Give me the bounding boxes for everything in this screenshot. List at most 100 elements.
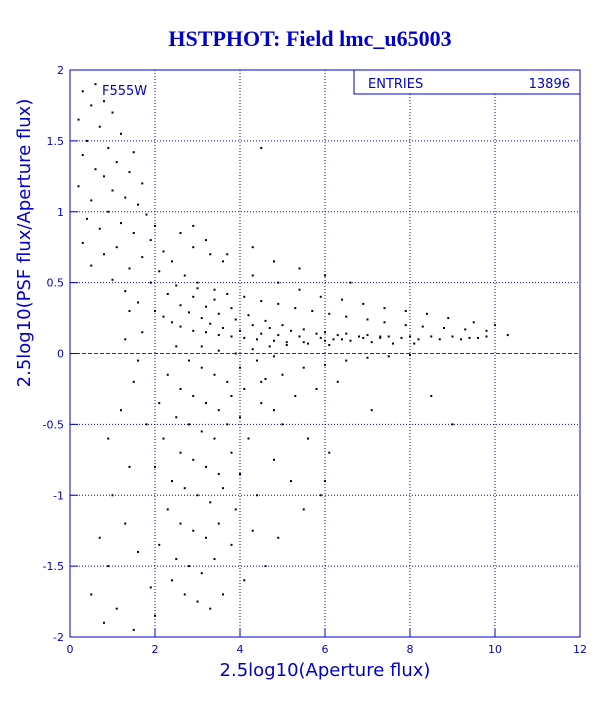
- data-point: [290, 329, 292, 332]
- data-point: [132, 628, 135, 631]
- data-point: [324, 274, 326, 277]
- data-point: [358, 335, 360, 338]
- data-point: [366, 318, 369, 321]
- data-point: [103, 175, 105, 178]
- data-point: [362, 336, 365, 339]
- data-point: [315, 387, 318, 390]
- data-point: [230, 335, 233, 338]
- data-point: [281, 324, 284, 327]
- data-point: [209, 607, 212, 610]
- data-point: [132, 151, 135, 154]
- data-point: [128, 267, 131, 270]
- data-point: [345, 359, 348, 362]
- data-point: [124, 338, 127, 341]
- data-point: [115, 246, 118, 249]
- data-point: [264, 319, 267, 322]
- data-point: [451, 335, 454, 338]
- data-point: [222, 593, 224, 596]
- data-point: [162, 315, 165, 318]
- data-point: [328, 312, 331, 315]
- x-tick-label: 10: [488, 643, 502, 656]
- data-point: [324, 363, 326, 366]
- data-point: [213, 373, 216, 376]
- stats-entries-value: 13896: [529, 77, 570, 92]
- data-point: [234, 352, 237, 355]
- data-point: [213, 288, 216, 291]
- data-point: [98, 125, 101, 128]
- data-point: [124, 290, 127, 293]
- data-point: [273, 458, 275, 461]
- data-point: [277, 536, 280, 539]
- data-point: [175, 284, 178, 287]
- x-tick-label: 4: [237, 643, 244, 656]
- data-point: [336, 380, 339, 383]
- data-point: [247, 437, 250, 440]
- data-point: [447, 317, 450, 320]
- data-point: [472, 321, 475, 324]
- data-point: [200, 366, 203, 369]
- data-point: [243, 336, 246, 339]
- data-point: [294, 395, 297, 398]
- data-point: [77, 185, 80, 188]
- data-point: [417, 338, 420, 341]
- data-point: [217, 312, 220, 315]
- data-point: [90, 593, 93, 596]
- data-point: [230, 307, 233, 310]
- data-point: [166, 292, 169, 295]
- data-point: [158, 543, 161, 546]
- data-point: [290, 480, 292, 483]
- data-point: [251, 529, 254, 532]
- data-point: [234, 318, 237, 321]
- data-point: [226, 423, 229, 426]
- data-point: [319, 295, 322, 298]
- data-point: [120, 132, 122, 135]
- data-point: [205, 239, 207, 242]
- data-point: [222, 326, 224, 329]
- data-point: [404, 324, 407, 327]
- data-point: [171, 321, 173, 324]
- data-point: [217, 334, 220, 337]
- data-point: [145, 423, 148, 426]
- x-axis-ticks: 0 2 4 6 8 10 12: [67, 629, 587, 656]
- data-point: [124, 522, 127, 525]
- data-point: [192, 224, 195, 227]
- data-point: [90, 264, 93, 267]
- data-point: [188, 565, 190, 568]
- data-point: [179, 451, 182, 454]
- data-point: [311, 309, 314, 312]
- data-point: [328, 343, 331, 346]
- data-point: [345, 315, 348, 318]
- data-point: [285, 343, 288, 346]
- data-point: [345, 332, 348, 335]
- data-point: [302, 328, 305, 331]
- data-point: [392, 342, 394, 345]
- data-point: [243, 579, 246, 582]
- data-point: [260, 380, 263, 383]
- chart-title: HSTPHOT: Field lmc_u65003: [168, 26, 451, 51]
- data-point: [171, 260, 173, 263]
- data-point: [485, 329, 488, 332]
- data-point: [192, 395, 195, 398]
- data-point: [213, 437, 216, 440]
- data-point: [137, 359, 139, 362]
- data-point: [400, 336, 403, 339]
- data-point: [256, 494, 258, 497]
- data-point: [443, 326, 445, 329]
- y-tick-label: 2: [57, 64, 64, 77]
- data-point: [183, 593, 186, 596]
- data-point: [213, 558, 216, 561]
- data-point: [281, 373, 284, 376]
- data-point: [230, 395, 233, 398]
- data-point: [230, 451, 233, 454]
- x-tick-label: 12: [573, 643, 587, 656]
- y-tick-label: 1.5: [47, 135, 65, 148]
- data-point: [506, 334, 509, 337]
- data-point: [277, 334, 280, 337]
- data-point: [383, 307, 386, 310]
- data-point: [387, 335, 390, 338]
- data-point: [111, 111, 114, 114]
- x-tick-label: 2: [152, 643, 159, 656]
- data-point: [302, 341, 305, 344]
- data-point: [426, 312, 428, 315]
- x-tick-label: 8: [407, 643, 414, 656]
